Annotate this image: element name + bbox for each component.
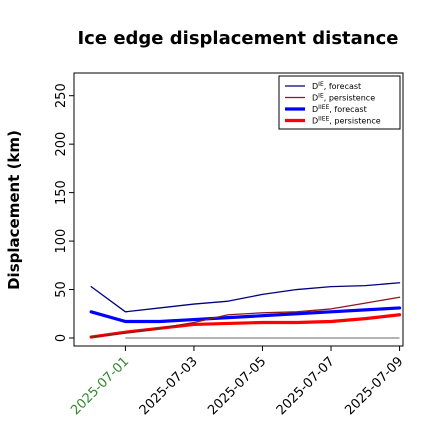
- legend-label: DIIEE, forecast: [312, 104, 367, 114]
- legend-box: [278, 75, 401, 130]
- x-tick-label: 2025-07-05: [205, 354, 269, 418]
- y-tick-label: 200: [54, 132, 69, 157]
- x-tick-label: 2025-07-07: [274, 354, 338, 418]
- series-line-2: [89, 306, 402, 324]
- series-line-1: [90, 296, 401, 338]
- y-axis: 0 50 100 150 200 250: [54, 83, 74, 342]
- legend-label: DIE, persistence: [312, 93, 375, 103]
- y-tick-label: 0: [54, 334, 69, 342]
- x-axis: 2025-07-01 2025-07-03 2025-07-05 2025-07-07…: [68, 346, 406, 418]
- x-tick-label: 2025-07-09: [342, 354, 406, 418]
- y-tick-label: 250: [54, 83, 69, 108]
- chart-title: Ice edge displacement distance: [77, 28, 398, 49]
- series-layer: [89, 282, 402, 339]
- y-tick-label: 150: [54, 180, 69, 205]
- x-tick-label: 2025-07-01: [68, 354, 132, 418]
- series-line-0: [90, 282, 401, 313]
- legend-label: DIE, forecast: [312, 81, 361, 91]
- y-tick-label: 50: [54, 281, 69, 298]
- x-tick-label: 2025-07-03: [137, 354, 201, 418]
- legend-label: DIIEE, persistence: [312, 116, 381, 126]
- y-axis-label: Displacement (km): [5, 130, 23, 290]
- plot-frame: [73, 72, 404, 347]
- y-tick-label: 100: [54, 229, 69, 254]
